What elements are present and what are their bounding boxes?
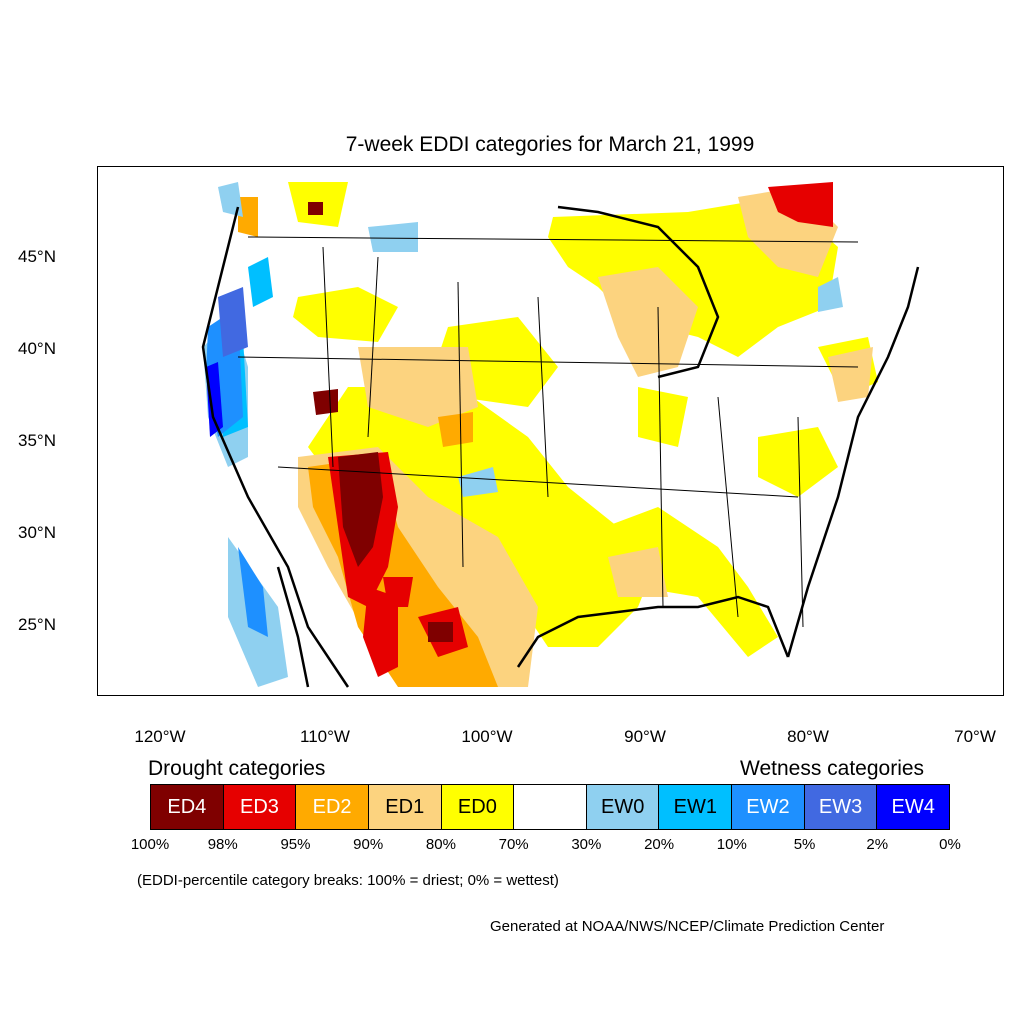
legend-cell-ew2: EW2 [732, 785, 805, 829]
percentile-label: 10% [716, 836, 747, 853]
drought-heading: Drought categories [148, 757, 326, 780]
coastlines [201, 205, 920, 688]
boundary-lines [237, 236, 859, 628]
lat-label-25: 25°N [18, 615, 56, 634]
percentile-label: 70% [498, 836, 529, 853]
lat-label-30: 30°N [18, 523, 56, 542]
percentile-label: 30% [571, 836, 602, 853]
percentile-label: 98% [207, 836, 238, 853]
legend-cell-ew3: EW3 [804, 785, 878, 829]
ew4-areas [206, 362, 223, 437]
legend-cell-neutral [514, 785, 587, 829]
percentile-label: 90% [353, 836, 384, 853]
lon-label-90w: 90°W [624, 727, 666, 746]
lon-label-110w: 110°W [300, 727, 350, 746]
lat-label-45: 45°N [18, 247, 56, 266]
lat-label-40: 40°N [18, 339, 56, 358]
credit-line: Generated at NOAA/NWS/NCEP/Climate Predi… [490, 918, 885, 935]
eddi-map [97, 166, 1004, 696]
category-note: (EDDI-percentile category breaks: 100% =… [137, 872, 559, 889]
legend-cell-ed0: ED0 [441, 785, 515, 829]
legend-cell-ed2: ED2 [296, 785, 369, 829]
percentile-label: 95% [280, 836, 311, 853]
legend-cell-ew4: EW4 [877, 785, 950, 829]
lon-label-120w: 120°W [134, 727, 186, 746]
legend-bar: ED4 ED3 ED2 ED1 ED0 EW0 EW1 EW2 EW3 EW4 [150, 784, 950, 830]
wetness-heading: Wetness categories [740, 757, 925, 780]
map-canvas [201, 179, 920, 688]
lon-label-80w: 80°W [787, 727, 829, 746]
legend-cell-ed3: ED3 [223, 785, 297, 829]
percentile-label: 80% [425, 836, 456, 853]
legend-cell-ed4: ED4 [151, 785, 224, 829]
map-title: 7-week EDDI categories for March 21, 199… [345, 133, 755, 156]
percentile-label: 5% [793, 836, 816, 853]
percentile-label: 2% [866, 836, 889, 853]
ew3-areas [218, 287, 248, 357]
legend-cell-ed1: ED1 [368, 785, 442, 829]
legend-cell-ew1: EW1 [659, 785, 733, 829]
ed4-areas [308, 202, 453, 642]
legend-cell-ew0: EW0 [586, 785, 660, 829]
lat-label-35: 35°N [18, 431, 56, 450]
lon-label-70w: 70°W [954, 727, 996, 746]
percentile-label: 0% [939, 836, 961, 853]
percentile-label: 100% [130, 836, 170, 853]
lon-label-100w: 100°W [461, 727, 513, 746]
percentile-label: 20% [644, 836, 675, 853]
